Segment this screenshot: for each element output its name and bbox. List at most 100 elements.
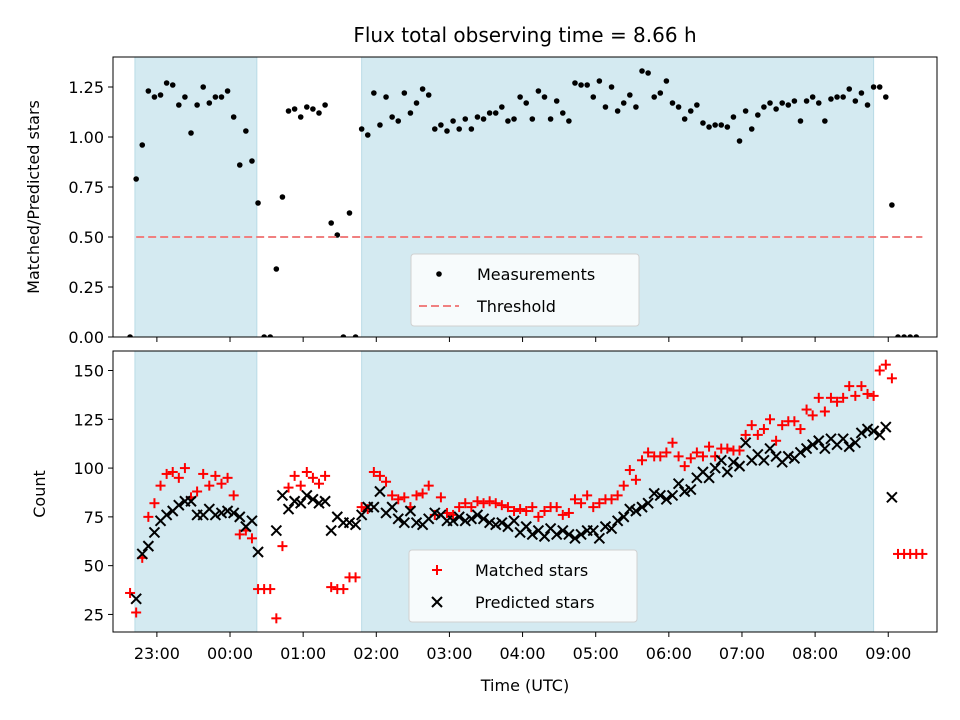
matched-star-point	[210, 470, 221, 481]
measurement-point	[529, 116, 536, 122]
x-axis-label: Time (UTC)	[480, 676, 569, 695]
predicted-star-point	[605, 522, 618, 535]
matched-star-point	[661, 447, 672, 458]
matched-star-point	[490, 498, 501, 509]
measurement-point	[358, 126, 365, 132]
measurement-point	[474, 114, 481, 120]
matched-star-point	[271, 613, 282, 624]
measurement-point	[547, 116, 554, 122]
measurement-point	[822, 118, 828, 124]
measurement-point	[870, 84, 877, 90]
measurement-point	[620, 100, 627, 106]
predicted-star-point	[508, 515, 520, 527]
measurement-point	[267, 334, 274, 337]
matched-star-point	[795, 424, 806, 435]
matched-star-point	[423, 480, 434, 491]
measurement-point	[255, 200, 261, 206]
matched-star-point	[374, 470, 385, 481]
measurement-point	[535, 88, 542, 94]
legend-label: Matched stars	[475, 561, 588, 580]
measurement-point	[419, 86, 426, 92]
measurement-point	[608, 84, 615, 90]
measurement-point	[407, 110, 414, 116]
predicted-star-point	[806, 438, 819, 451]
matched-star-point	[825, 392, 836, 403]
measurement-point	[663, 78, 670, 84]
measurement-point	[736, 138, 743, 144]
top-y-tick-label: 0.25	[68, 278, 104, 297]
predicted-star-point	[764, 442, 776, 455]
measurement-point	[730, 114, 737, 120]
measurement-point	[907, 334, 913, 337]
matched-star-point	[307, 472, 318, 483]
matched-star-point	[289, 470, 300, 481]
predicted-star-point	[630, 505, 642, 517]
predicted-star-point	[569, 532, 581, 545]
measurement-point	[145, 88, 152, 94]
measurement-point	[444, 128, 450, 134]
measurement-point	[517, 94, 523, 100]
measurement-point	[578, 82, 584, 88]
predicted-star-point	[874, 429, 886, 441]
measurement-point	[553, 98, 560, 104]
measurement-point	[188, 130, 194, 136]
measurement-point	[389, 114, 395, 120]
matched-star-point	[393, 494, 404, 505]
measurement-point	[492, 110, 499, 116]
predicted-star-point	[325, 524, 337, 537]
measurement-point	[913, 334, 920, 337]
matched-star-point	[612, 490, 623, 501]
bottom-y-tick-label: 50	[84, 557, 104, 576]
matched-star-point	[301, 466, 312, 477]
measurement-point	[852, 98, 859, 104]
matched-star-point	[368, 466, 379, 477]
predicted-star-point	[739, 437, 752, 449]
legend-label: Measurements	[477, 265, 595, 284]
x-tick-label: 04:00	[500, 644, 546, 663]
measurement-point	[572, 80, 578, 86]
top-y-tick-label: 0.75	[68, 178, 104, 197]
matched-star-point	[850, 390, 861, 401]
legend-marker-x	[431, 596, 443, 608]
predicted-star-point	[618, 511, 630, 523]
measurement-point	[614, 108, 621, 114]
predicted-star-point	[550, 528, 563, 541]
bottom-legend: Matched stars Predicted stars	[408, 549, 638, 623]
predicted-star-point	[611, 515, 624, 527]
matched-star-point	[765, 414, 776, 425]
predicted-star-point	[234, 511, 246, 523]
matched-star-point	[777, 420, 788, 431]
measurement-point	[773, 106, 779, 112]
predicted-star-point	[295, 497, 307, 509]
measurement-point	[456, 126, 462, 132]
matched-star-point	[265, 584, 276, 595]
predicted-star-point	[453, 511, 465, 523]
matched-star-point	[466, 502, 477, 513]
matched-star-point	[856, 381, 867, 392]
matched-star-point	[697, 451, 708, 462]
matched-star-point	[576, 498, 587, 509]
bottom-panel: 25 50 75 100 125 150 23:00 00:00 01:00 02:00 03:00…	[73, 350, 938, 663]
measurement-point	[224, 88, 231, 94]
matched-star-point	[435, 492, 446, 503]
measurement-point	[675, 104, 682, 110]
top-y-tick-label: 1.25	[68, 78, 104, 97]
measurement-point	[864, 102, 871, 108]
measurement-point	[755, 112, 761, 118]
measurement-point	[279, 194, 286, 200]
predicted-star-point	[392, 513, 404, 525]
matched-star-point	[801, 404, 812, 415]
predicted-star-point	[252, 546, 264, 558]
predicted-star-point	[173, 499, 185, 511]
measurement-point	[425, 92, 432, 98]
measurement-point	[779, 100, 785, 106]
matched-star-point	[691, 447, 702, 458]
predicted-star-point	[404, 505, 417, 517]
measurement-point	[328, 220, 334, 226]
measurement-point	[371, 90, 377, 96]
matched-star-point	[454, 502, 465, 513]
matched-star-point	[502, 502, 513, 513]
measurement-point	[858, 90, 865, 96]
matched-star-point	[155, 480, 166, 491]
top-axes-frame	[112, 56, 938, 338]
